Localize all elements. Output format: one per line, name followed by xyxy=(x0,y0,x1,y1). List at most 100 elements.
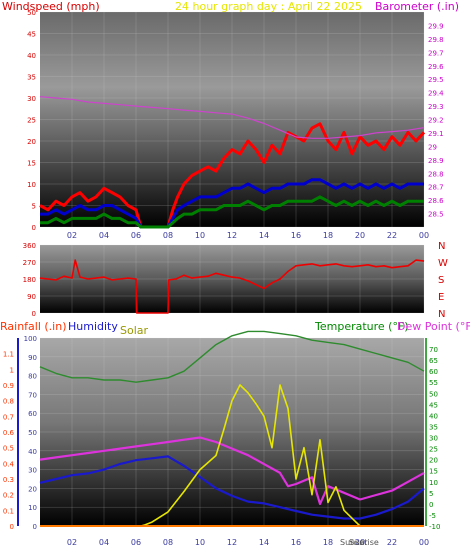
x-tick-label: 04 xyxy=(99,231,109,240)
x-tick-label: 14 xyxy=(259,538,269,547)
solar-axis-title: Solar xyxy=(120,324,149,337)
grid-lines xyxy=(40,11,425,527)
x-tick-label: 16 xyxy=(291,231,301,240)
barometer-tick-label: 29.1 xyxy=(428,130,444,138)
wind-tick-label: 25 xyxy=(27,117,36,125)
humidity-tick-label: 0 xyxy=(33,523,37,531)
temperature-tick-label: 5 xyxy=(429,490,433,498)
direction-tick-label: 90 xyxy=(27,293,36,301)
temperature-tick-label: 45 xyxy=(429,401,438,409)
x-tick-label: 18 xyxy=(323,538,333,547)
wind-tick-label: 50 xyxy=(27,9,36,17)
x-tick-label: 18 xyxy=(323,231,333,240)
rainfall-tick-label: 0.4 xyxy=(3,460,15,468)
x-tick-label: 10 xyxy=(195,538,205,547)
x-tick-label: 02 xyxy=(67,231,77,240)
barometer-line xyxy=(39,96,425,139)
temperature-tick-label: 35 xyxy=(429,423,438,431)
direction-compass-label: S xyxy=(438,275,444,286)
rainfall-tick-label: 0.3 xyxy=(3,476,14,484)
x-tick-label: 14 xyxy=(259,231,269,240)
wind-direction-line xyxy=(39,259,425,314)
barometer-tick-label: 28.5 xyxy=(428,211,444,219)
rainfall-tick-label: 0 xyxy=(10,523,14,531)
humidity-line xyxy=(39,455,425,520)
rainfall-tick-label: 0.2 xyxy=(3,492,14,500)
humidity-axis-title: Humidity xyxy=(68,320,118,333)
humidity-tick-label: 40 xyxy=(28,448,37,456)
direction-tick-label: 180 xyxy=(23,276,36,284)
direction-compass-label: N xyxy=(438,309,445,320)
humidity-tick-label: 70 xyxy=(28,391,37,399)
temperature-tick-label: 40 xyxy=(429,412,438,420)
barometer-tick-label: 29.2 xyxy=(428,117,444,125)
x-tick-label: 16 xyxy=(291,538,301,547)
x-tick-label: 06 xyxy=(131,538,141,547)
direction-chart-area xyxy=(40,245,424,313)
barometer-tick-label: 29.9 xyxy=(428,22,444,30)
x-tick-label: 12 xyxy=(227,538,237,547)
humidity-tick-label: 10 xyxy=(28,504,37,512)
temperature-tick-label: 60 xyxy=(429,368,438,376)
humidity-tick-label: 60 xyxy=(28,410,37,418)
barometer-tick-label: 29.6 xyxy=(428,63,444,71)
wind-tick-label: 0 xyxy=(32,224,36,232)
temperature-tick-label: 30 xyxy=(429,435,438,443)
humidity-tick-label: 50 xyxy=(28,429,37,437)
temperature-axis-title: Temperature (°F) xyxy=(314,320,409,333)
x-tick-label: 22 xyxy=(387,231,397,240)
rainfall-tick-label: 1.1 xyxy=(3,351,14,359)
x-tick-label: 00 xyxy=(419,538,429,547)
bottom-chart-area xyxy=(40,338,424,526)
wind-low-line xyxy=(40,195,424,229)
humidity-tick-label: 30 xyxy=(28,467,37,475)
x-tick-label: 08 xyxy=(163,538,173,547)
wind-axis-title: Windspeed (mph) xyxy=(2,0,100,13)
temperature-tick-label: 70 xyxy=(429,346,438,354)
x-tick-label: 08 xyxy=(163,231,173,240)
humidity-tick-label: 100 xyxy=(24,335,37,343)
barometer-tick-label: 29.5 xyxy=(428,76,444,84)
barometer-axis-title: Barometer (.in) xyxy=(375,0,459,13)
top-chart-area xyxy=(40,12,424,227)
barometer-tick-label: 29.4 xyxy=(428,90,444,98)
x-tick-label: 22 xyxy=(387,538,397,547)
direction-tick-label: 360 xyxy=(23,242,36,250)
wind-tick-label: 5 xyxy=(32,203,36,211)
plot-series xyxy=(39,96,426,527)
dew-point-line xyxy=(39,436,425,505)
direction-compass-label: W xyxy=(438,258,448,269)
temperature-tick-label: -5 xyxy=(429,512,436,520)
temperature-tick-label: 65 xyxy=(429,357,438,365)
chart-title: 24 hour graph day : April 22 2025 xyxy=(175,0,362,13)
wind-tick-label: 35 xyxy=(27,74,36,82)
direction-compass-label: E xyxy=(438,292,444,303)
x-tick-label: 10 xyxy=(195,231,205,240)
rainfall-tick-label: 0.7 xyxy=(3,413,14,421)
temperature-tick-label: 20 xyxy=(429,457,438,465)
wind-tick-label: 40 xyxy=(27,52,36,60)
temperature-tick-label: 10 xyxy=(429,479,438,487)
temperature-tick-label: 0 xyxy=(429,501,433,509)
humidity-tick-label: 80 xyxy=(28,373,37,381)
barometer-tick-label: 28.9 xyxy=(428,157,444,165)
wind-tick-label: 15 xyxy=(27,160,36,168)
sunset-label: Sunset xyxy=(340,538,367,547)
barometer-tick-label: 29.3 xyxy=(428,103,444,111)
temperature-tick-label: 15 xyxy=(429,468,438,476)
humidity-tick-label: 90 xyxy=(28,354,37,362)
axis-ticks: 0510152025303540455028.528.628.728.828.9… xyxy=(3,9,448,547)
wind-tick-label: 10 xyxy=(27,181,36,189)
barometer-tick-label: 29.7 xyxy=(428,49,444,57)
dewpoint-axis-title: Dew Point (°F) xyxy=(397,320,470,333)
wind-tick-label: 20 xyxy=(27,138,36,146)
temperature-tick-label: 55 xyxy=(429,379,438,387)
barometer-tick-label: 29 xyxy=(428,143,437,151)
x-tick-label: 20 xyxy=(355,231,365,240)
direction-tick-label: 0 xyxy=(32,310,36,318)
wind-average-line xyxy=(40,178,424,229)
rainfall-axis-title: Rainfall (.in) xyxy=(0,320,67,333)
barometer-tick-label: 28.8 xyxy=(428,170,444,178)
rainfall-tick-label: 0.8 xyxy=(3,398,14,406)
